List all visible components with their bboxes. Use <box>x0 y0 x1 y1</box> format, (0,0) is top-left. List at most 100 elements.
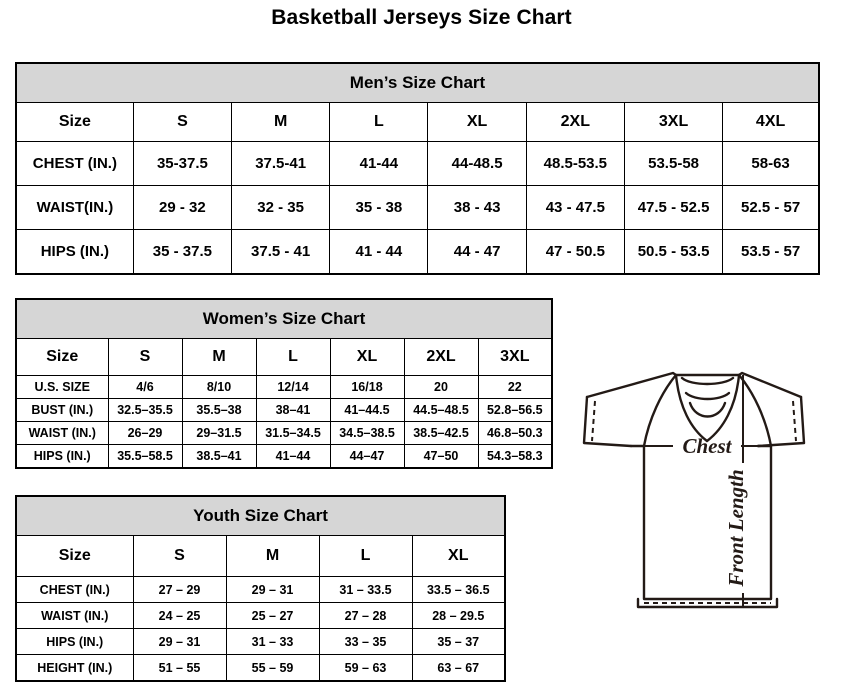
mens-hips-l: 41 - 44 <box>329 229 429 275</box>
mens-chest-2xl: 48.5-53.5 <box>525 141 625 186</box>
mens-size-chart-table: Men’s Size Chart Size S M L XL 2XL 3XL 4… <box>15 62 820 275</box>
chest-measure-label: Chest <box>682 434 732 458</box>
jersey-measurement-diagram: Chest Front Length <box>545 345 843 645</box>
womens-hips-2xl: 47–50 <box>403 444 479 469</box>
mens-banner-row: Men’s Size Chart <box>15 62 820 103</box>
table-row: WAIST(IN.) 29 - 32 32 - 35 35 - 38 38 - … <box>15 185 820 230</box>
front-length-measure-label: Front Length <box>724 469 748 587</box>
youth-waist-m: 25 – 27 <box>225 602 320 629</box>
youth-header-row: Size S M L XL <box>15 535 506 577</box>
mens-waist-s: 29 - 32 <box>132 185 233 230</box>
womens-waist-2xl: 38.5–42.5 <box>403 421 479 445</box>
mens-banner: Men’s Size Chart <box>15 62 820 103</box>
womens-bust-s: 32.5–35.5 <box>107 398 183 422</box>
womens-waist-3xl: 46.8–50.3 <box>477 421 553 445</box>
mens-col-m: M <box>231 102 331 142</box>
womens-col-s: S <box>107 338 183 376</box>
womens-ussize-m: 8/10 <box>181 375 257 399</box>
youth-size-chart-table: Youth Size Chart Size S M L XL CHEST (IN… <box>15 495 507 682</box>
jersey-collar-line-2 <box>684 391 731 401</box>
womens-bust-m: 35.5–38 <box>181 398 257 422</box>
table-row: BUST (IN.) 32.5–35.5 35.5–38 38–41 41–44… <box>15 398 553 422</box>
womens-banner-row: Women’s Size Chart <box>15 298 553 339</box>
mens-col-s: S <box>132 102 233 142</box>
womens-banner: Women’s Size Chart <box>15 298 553 339</box>
mens-chest-4xl: 58-63 <box>722 141 820 186</box>
jersey-left-sleeve-hem <box>582 395 633 448</box>
table-row: HIPS (IN.) 29 – 31 31 – 33 33 – 35 35 – … <box>15 628 506 655</box>
youth-col-xl: XL <box>411 535 506 577</box>
mens-hips-s: 35 - 37.5 <box>132 229 233 275</box>
jersey-right-sleeve-hem <box>756 395 806 448</box>
youth-banner-row: Youth Size Chart <box>15 495 506 536</box>
jersey-collar-line-1 <box>680 376 735 386</box>
youth-col-s: S <box>132 535 227 577</box>
mens-col-3xl: 3XL <box>623 102 724 142</box>
table-row: CHEST (IN.) 27 – 29 29 – 31 31 – 33.5 33… <box>15 576 506 603</box>
youth-chest-xl: 33.5 – 36.5 <box>411 576 506 603</box>
youth-col-l: L <box>318 535 413 577</box>
youth-row-label-chest: CHEST (IN.) <box>15 576 134 603</box>
mens-row-label-chest: CHEST (IN.) <box>15 141 134 186</box>
womens-bust-l: 38–41 <box>255 398 331 422</box>
womens-col-xl: XL <box>329 338 405 376</box>
table-row: CHEST (IN.) 35-37.5 37.5-41 41-44 44-48.… <box>15 141 820 186</box>
jersey-left-cuff-stitch <box>591 400 596 442</box>
womens-col-m: M <box>181 338 257 376</box>
mens-row-label-waist: WAIST(IN.) <box>15 185 134 230</box>
youth-waist-s: 24 – 25 <box>132 602 227 629</box>
mens-hips-4xl: 53.5 - 57 <box>722 229 820 275</box>
womens-col-l: L <box>255 338 331 376</box>
womens-bust-2xl: 44.5–48.5 <box>403 398 479 422</box>
youth-corner-label: Size <box>15 535 134 577</box>
table-row: HEIGHT (IN.) 51 – 55 55 – 59 59 – 63 63 … <box>15 654 506 682</box>
mens-waist-xl: 38 - 43 <box>427 185 527 230</box>
youth-chest-l: 31 – 33.5 <box>318 576 413 603</box>
youth-chest-s: 27 – 29 <box>132 576 227 603</box>
mens-hips-2xl: 47 - 50.5 <box>525 229 625 275</box>
mens-col-l: L <box>329 102 429 142</box>
mens-col-2xl: 2XL <box>525 102 625 142</box>
womens-waist-l: 31.5–34.5 <box>255 421 331 445</box>
mens-col-4xl: 4XL <box>722 102 820 142</box>
table-row: WAIST (IN.) 24 – 25 25 – 27 27 – 28 28 –… <box>15 602 506 629</box>
womens-ussize-l: 12/14 <box>255 375 331 399</box>
womens-hips-s: 35.5–58.5 <box>107 444 183 469</box>
womens-waist-xl: 34.5–38.5 <box>329 421 405 445</box>
womens-row-label-waist: WAIST (IN.) <box>15 421 109 445</box>
youth-waist-l: 27 – 28 <box>318 602 413 629</box>
youth-row-label-hips: HIPS (IN.) <box>15 628 134 655</box>
mens-corner-label: Size <box>15 102 134 142</box>
womens-bust-3xl: 52.8–56.5 <box>477 398 553 422</box>
womens-row-label-us-size: U.S. SIZE <box>15 375 109 399</box>
womens-size-chart-table: Women’s Size Chart Size S M L XL 2XL 3XL… <box>15 298 554 469</box>
womens-header-row: Size S M L XL 2XL 3XL <box>15 338 553 376</box>
youth-hips-xl: 35 – 37 <box>411 628 506 655</box>
womens-col-3xl: 3XL <box>477 338 553 376</box>
womens-hips-l: 41–44 <box>255 444 331 469</box>
womens-bust-xl: 41–44.5 <box>329 398 405 422</box>
mens-waist-l: 35 - 38 <box>329 185 429 230</box>
table-row: WAIST (IN.) 26–29 29–31.5 31.5–34.5 34.5… <box>15 421 553 445</box>
mens-hips-xl: 44 - 47 <box>427 229 527 275</box>
jersey-right-shoulder-line <box>737 371 803 399</box>
womens-ussize-s: 4/6 <box>107 375 183 399</box>
womens-row-label-hips: HIPS (IN.) <box>15 444 109 469</box>
table-row: U.S. SIZE 4/6 8/10 12/14 16/18 20 22 <box>15 375 553 399</box>
mens-chest-s: 35-37.5 <box>132 141 233 186</box>
womens-waist-m: 29–31.5 <box>181 421 257 445</box>
jersey-left-sleeve-underarm <box>629 373 678 448</box>
womens-ussize-2xl: 20 <box>403 375 479 399</box>
jersey-body-outline <box>642 444 773 601</box>
womens-ussize-3xl: 22 <box>477 375 553 399</box>
youth-banner: Youth Size Chart <box>15 495 506 536</box>
mens-chest-m: 37.5-41 <box>231 141 331 186</box>
table-row: HIPS (IN.) 35 - 37.5 37.5 - 41 41 - 44 4… <box>15 229 820 275</box>
jersey-right-cuff-stitch <box>792 400 797 442</box>
youth-height-l: 59 – 63 <box>318 654 413 682</box>
youth-height-s: 51 – 55 <box>132 654 227 682</box>
mens-chest-xl: 44-48.5 <box>427 141 527 186</box>
womens-corner-label: Size <box>15 338 109 376</box>
table-row: HIPS (IN.) 35.5–58.5 38.5–41 41–44 44–47… <box>15 444 553 469</box>
youth-hips-s: 29 – 31 <box>132 628 227 655</box>
